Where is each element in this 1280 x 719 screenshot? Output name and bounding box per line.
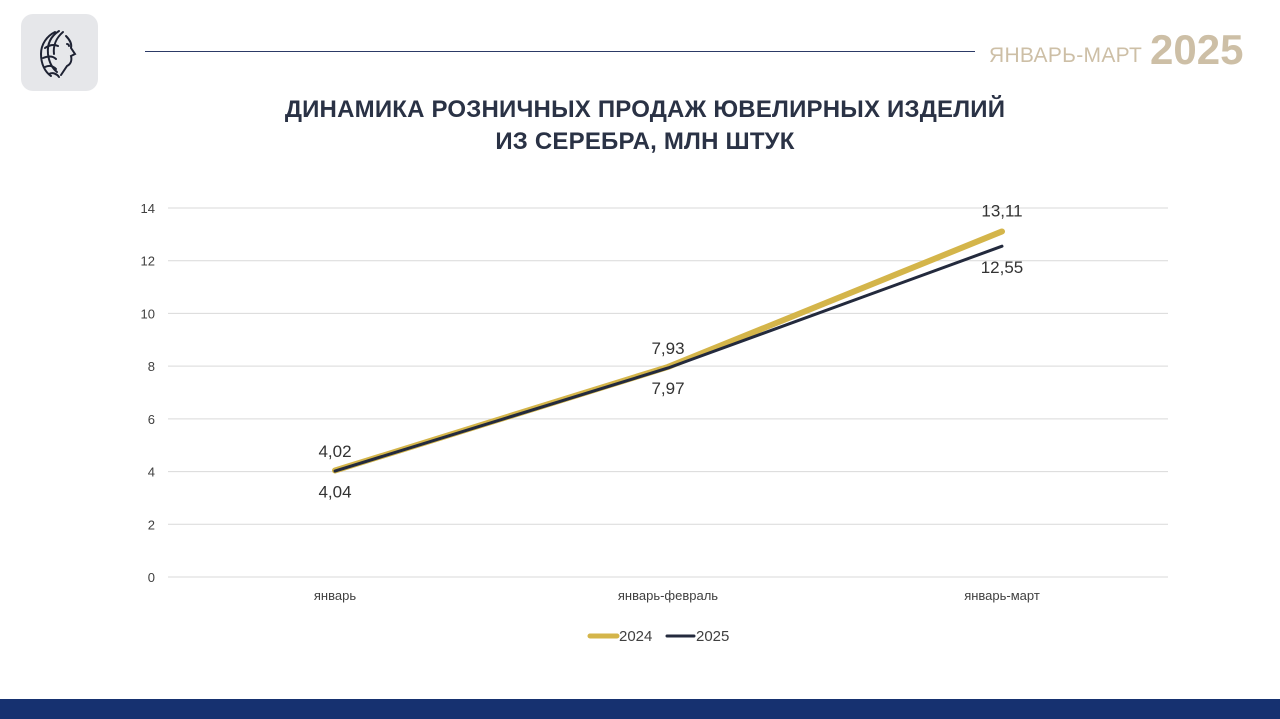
legend-label-2025: 2025 bbox=[696, 628, 729, 645]
line-chart: 0 2 4 6 8 10 12 14 январь январь-февраль январь-ма… bbox=[141, 201, 1168, 645]
report-period: ЯНВАРЬ-МАРТ bbox=[989, 44, 1143, 67]
x-tick-label: январь-март bbox=[964, 588, 1040, 603]
y-tick-label: 2 bbox=[148, 517, 155, 532]
x-tick-label: январь bbox=[314, 588, 356, 603]
report-year: 2025 bbox=[1150, 26, 1244, 73]
chart-title-line-2: ИЗ СЕРЕБРА, МЛН ШТУК bbox=[495, 128, 795, 155]
x-tick-label: январь-февраль bbox=[618, 588, 718, 603]
y-tick-label: 10 bbox=[141, 306, 155, 321]
data-label-2024: 13,11 bbox=[981, 201, 1022, 220]
chart-title-line-1: ДИНАМИКА РОЗНИЧНЫХ ПРОДАЖ ЮВЕЛИРНЫХ ИЗДЕ… bbox=[284, 96, 1006, 123]
logo bbox=[21, 14, 98, 91]
data-label-2024: 4,04 bbox=[318, 483, 351, 502]
y-tick-label: 6 bbox=[148, 412, 155, 427]
data-label-2025: 7,93 bbox=[651, 339, 684, 358]
y-tick-label: 12 bbox=[141, 254, 155, 269]
y-tick-label: 0 bbox=[148, 570, 155, 585]
legend-label-2024: 2024 bbox=[619, 628, 652, 645]
data-label-2024: 7,97 bbox=[651, 379, 684, 398]
y-tick-label: 14 bbox=[141, 201, 155, 216]
y-tick-label: 4 bbox=[148, 465, 155, 480]
footer-bar bbox=[0, 699, 1280, 719]
header-rule bbox=[145, 51, 975, 52]
y-tick-label: 8 bbox=[148, 359, 155, 374]
data-label-2025: 4,02 bbox=[318, 442, 351, 461]
data-label-2025: 12,55 bbox=[981, 258, 1024, 277]
woman-profile-logo-icon bbox=[39, 30, 77, 78]
series-line-2025 bbox=[333, 244, 1004, 473]
